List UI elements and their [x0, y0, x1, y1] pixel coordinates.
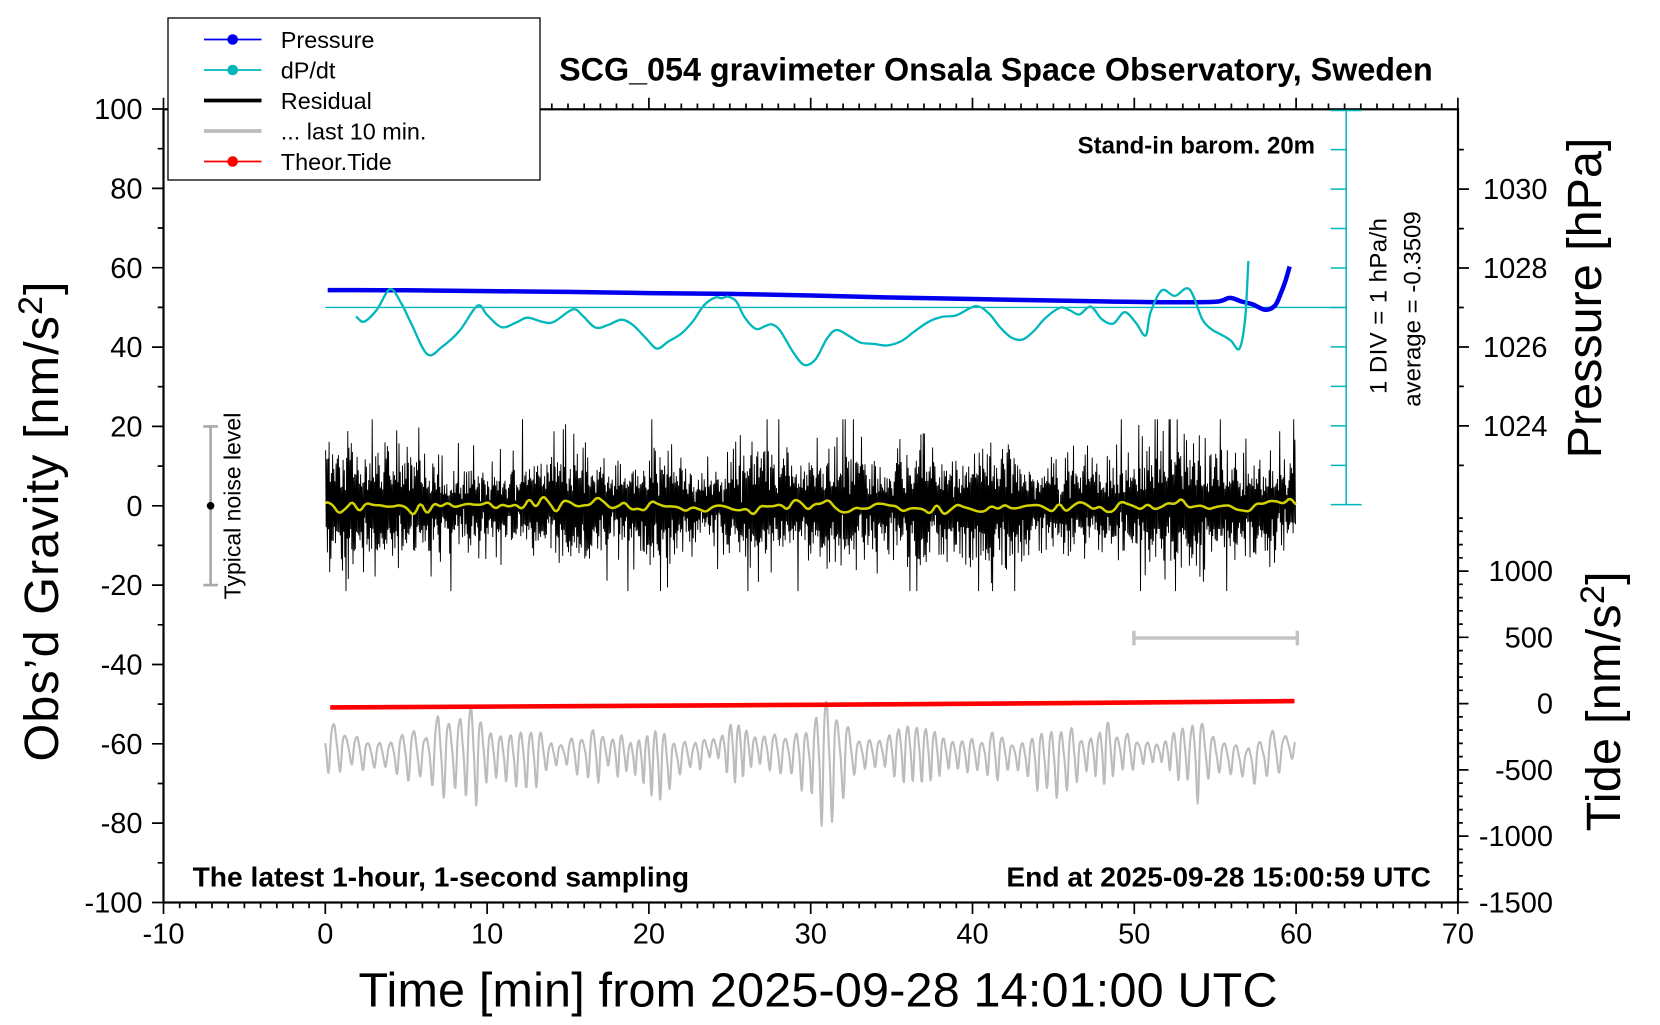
svg-text:20: 20 — [633, 919, 665, 951]
svg-text:60: 60 — [1280, 919, 1312, 951]
svg-text:500: 500 — [1505, 622, 1553, 654]
svg-text:-500: -500 — [1495, 755, 1553, 787]
svg-text:1024: 1024 — [1483, 411, 1548, 443]
svg-text:dP/dt: dP/dt — [281, 57, 336, 83]
svg-text:40: 40 — [956, 919, 988, 951]
svg-text:-10: -10 — [143, 919, 185, 951]
svg-text:20: 20 — [110, 412, 142, 444]
svg-text:1030: 1030 — [1483, 174, 1548, 206]
svg-text:-40: -40 — [101, 650, 143, 682]
svg-text:... last 10 min.: ... last 10 min. — [281, 118, 427, 144]
svg-text:Tide [nm/s2]: Tide [nm/s2] — [1574, 571, 1631, 831]
svg-text:40: 40 — [110, 332, 142, 364]
svg-text:0: 0 — [126, 491, 142, 523]
svg-text:1028: 1028 — [1483, 253, 1548, 285]
svg-text:1 DIV = 1 hPa/h: 1 DIV = 1 hPa/h — [1366, 218, 1393, 394]
svg-text:80: 80 — [110, 174, 142, 206]
svg-text:The latest 1-hour, 1-second sa: The latest 1-hour, 1-second sampling — [193, 861, 690, 893]
svg-text:30: 30 — [795, 919, 827, 951]
svg-text:End at 2025-09-28 15:00:59 UTC: End at 2025-09-28 15:00:59 UTC — [1006, 861, 1431, 893]
svg-text:Time [min] from 2025-09-28 14:: Time [min] from 2025-09-28 14:01:00 UTC — [359, 963, 1278, 1017]
svg-text:70: 70 — [1442, 919, 1474, 951]
svg-text:1026: 1026 — [1483, 332, 1548, 364]
svg-text:0: 0 — [1537, 689, 1553, 721]
svg-text:Theor.Tide: Theor.Tide — [281, 149, 392, 175]
svg-text:0: 0 — [317, 919, 333, 951]
svg-text:Pressure [hPa]: Pressure [hPa] — [1558, 138, 1612, 459]
svg-text:1000: 1000 — [1488, 556, 1553, 588]
svg-text:60: 60 — [110, 253, 142, 285]
svg-text:-80: -80 — [101, 808, 143, 840]
svg-text:-20: -20 — [101, 570, 143, 602]
svg-text:Residual: Residual — [281, 88, 372, 114]
svg-text:100: 100 — [94, 94, 142, 126]
svg-text:-60: -60 — [101, 729, 143, 761]
svg-text:SCG_054 gravimeter Onsala Spac: SCG_054 gravimeter Onsala Space Observat… — [559, 51, 1433, 87]
svg-text:-100: -100 — [84, 888, 142, 920]
svg-text:average = -0.3509: average = -0.3509 — [1400, 211, 1427, 406]
svg-text:10: 10 — [471, 919, 503, 951]
svg-text:-1500: -1500 — [1479, 888, 1553, 920]
svg-text:-1000: -1000 — [1479, 821, 1553, 853]
svg-text:Obs’d Gravity [nm/s2]: Obs’d Gravity [nm/s2] — [12, 282, 69, 762]
svg-text:Pressure: Pressure — [281, 27, 375, 53]
svg-text:50: 50 — [1118, 919, 1150, 951]
svg-text:Stand-in barom. 20m: Stand-in barom. 20m — [1078, 132, 1315, 159]
svg-text:Typical noise level: Typical noise level — [220, 413, 246, 600]
